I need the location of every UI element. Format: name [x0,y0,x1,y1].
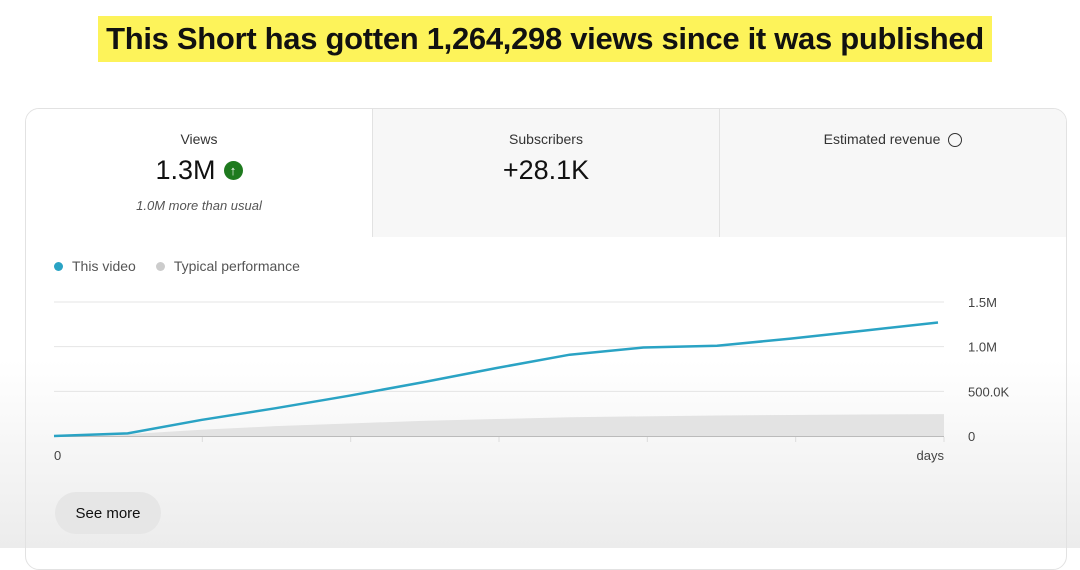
clock-icon [948,133,963,147]
views-label: Views [180,131,218,147]
x-tick-label: days [917,448,945,463]
legend-label: Typical performance [173,258,300,274]
legend-label: This video [72,258,136,274]
legend-dot-icon [54,262,63,271]
see-more-button[interactable]: See more [55,492,161,534]
subscribers-value: +28.1K [502,155,590,185]
metric-tabs: Views 1.3M ↑ 1.0M more than usual Subscri… [26,109,1066,237]
views-chart: 0 500.0K 1.0M 1.5M 0 days [53,295,1010,463]
arrow-up-circle-icon: ↑ [223,161,243,180]
views-note: 1.0M more than usual [136,198,262,213]
tab-estimated-revenue[interactable]: Estimated revenue [719,109,1066,237]
tab-subscribers[interactable]: Subscribers +28.1K [372,109,719,237]
this-video-line [53,321,939,438]
y-tick-label: 1.5M [968,295,997,310]
x-tick-label: 0 [54,448,61,463]
chart-legend: This video Typical performance [54,258,300,274]
typical-performance-area [54,414,944,436]
revenue-label: Estimated revenue [823,131,941,147]
y-tick-label: 1.0M [968,340,997,355]
tab-views[interactable]: Views 1.3M ↑ 1.0M more than usual [26,109,372,237]
views-value: 1.3M [155,155,216,185]
y-tick-label: 0 [968,429,975,444]
y-tick-label: 500.0K [968,384,1010,399]
caption-banner: This Short has gotten 1,264,298 views si… [98,16,992,62]
legend-dot-icon [155,262,165,271]
legend-typical: Typical performance [155,258,300,274]
analytics-card: Views 1.3M ↑ 1.0M more than usual Subscri… [25,108,1067,570]
subscribers-label: Subscribers [509,131,583,147]
legend-this-video: This video [54,258,136,274]
